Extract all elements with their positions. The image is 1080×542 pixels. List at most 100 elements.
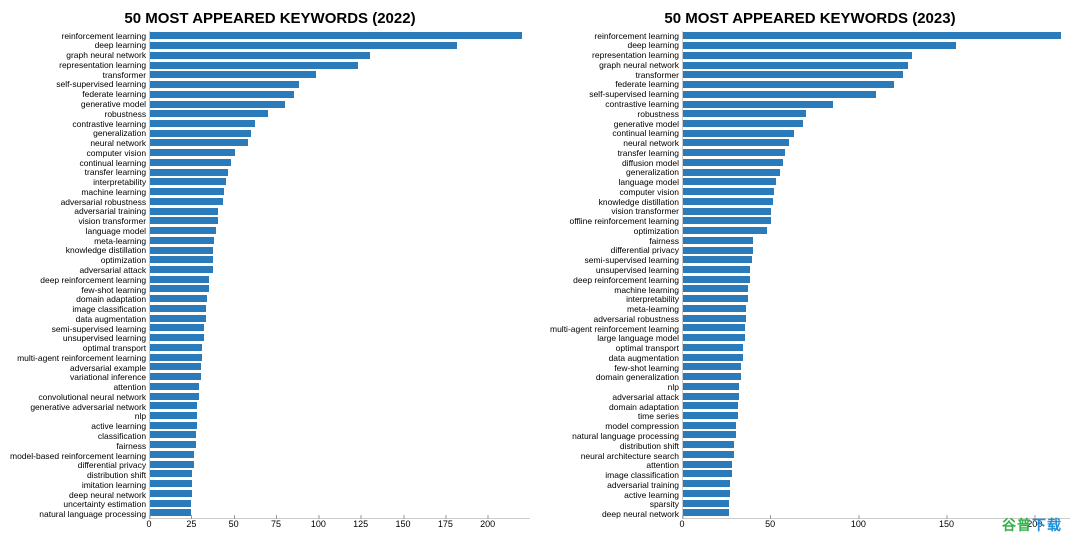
bar	[683, 91, 877, 98]
y-label: self-supervised learning	[550, 90, 679, 100]
y-label: computer vision	[550, 187, 679, 197]
bar-row	[150, 109, 530, 119]
y-label: data augmentation	[550, 353, 679, 363]
bar	[683, 295, 748, 302]
bar	[150, 110, 268, 117]
y-label: deep reinforcement learning	[10, 275, 146, 285]
y-label: uncertainty estimation	[10, 500, 146, 510]
y-label: adversarial robustness	[10, 197, 146, 207]
y-label: generative model	[550, 119, 679, 129]
bar-row	[683, 362, 1070, 372]
bar-row	[150, 99, 530, 109]
y-label: differential privacy	[550, 246, 679, 256]
y-label: graph neural network	[550, 60, 679, 70]
bar	[150, 149, 234, 156]
bar	[683, 130, 794, 137]
bar	[150, 334, 204, 341]
x-axis-2023: 050100150200	[550, 519, 1070, 537]
bar-row	[150, 158, 530, 168]
y-label: vision transformer	[10, 217, 146, 227]
y-label: attention	[550, 461, 679, 471]
y-label: robustness	[10, 109, 146, 119]
bar	[150, 256, 212, 263]
bar-row	[150, 352, 530, 362]
bar-row	[683, 187, 1070, 197]
bar	[683, 431, 736, 438]
watermark: 谷普下载	[1002, 515, 1062, 535]
bar-row	[683, 381, 1070, 391]
bar-row	[683, 226, 1070, 236]
bar	[683, 276, 750, 283]
bar	[683, 159, 783, 166]
y-label: offline reinforcement learning	[550, 217, 679, 227]
bar	[683, 217, 771, 224]
bar-row	[150, 411, 530, 421]
bar	[150, 208, 218, 215]
bar-row	[150, 391, 530, 401]
y-labels-2023: reinforcement learningdeep learningrepre…	[550, 31, 682, 519]
watermark-char: 普	[1017, 517, 1032, 533]
bar	[150, 91, 294, 98]
bar-row	[150, 274, 530, 284]
bar	[150, 363, 201, 370]
bar-row	[150, 401, 530, 411]
bar	[150, 422, 197, 429]
bar-row	[683, 420, 1070, 430]
x-tick: 150	[395, 519, 410, 529]
bar	[150, 402, 197, 409]
y-labels-2022: reinforcement learningdeep learninggraph…	[10, 31, 149, 519]
y-label: large language model	[550, 334, 679, 344]
bar	[683, 402, 738, 409]
y-label: representation learning	[550, 51, 679, 61]
y-label: optimal transport	[550, 344, 679, 354]
bar	[683, 227, 767, 234]
bar-row	[683, 31, 1070, 41]
bar-row	[683, 459, 1070, 469]
bar	[150, 188, 224, 195]
x-tick: 0	[679, 519, 684, 529]
bar-row	[150, 284, 530, 294]
bar-row	[683, 109, 1070, 119]
bar	[683, 315, 746, 322]
bar-row	[150, 450, 530, 460]
y-label: reinforcement learning	[10, 31, 146, 41]
bar	[683, 451, 734, 458]
bar-row	[150, 216, 530, 226]
y-label: contrastive learning	[10, 119, 146, 129]
bar	[683, 363, 741, 370]
y-label: language model	[10, 226, 146, 236]
y-label: knowledge distillation	[10, 246, 146, 256]
bar-row	[150, 245, 530, 255]
y-label: imitation learning	[10, 480, 146, 490]
bar-row	[150, 372, 530, 382]
bar	[150, 62, 358, 69]
bar	[683, 188, 774, 195]
bar	[683, 373, 741, 380]
bar	[150, 227, 216, 234]
bar-row	[683, 167, 1070, 177]
bar	[683, 334, 745, 341]
bar	[683, 169, 780, 176]
bar-row	[150, 294, 530, 304]
y-label: distribution shift	[10, 470, 146, 480]
bar-row	[683, 489, 1070, 499]
x-tick: 75	[271, 519, 281, 529]
bar-row	[150, 148, 530, 158]
bar-row	[683, 294, 1070, 304]
bar	[683, 490, 730, 497]
bar	[683, 101, 833, 108]
bar-row	[150, 323, 530, 333]
bar	[683, 178, 776, 185]
bar-row	[150, 255, 530, 265]
bar	[150, 217, 218, 224]
x-tick: 125	[353, 519, 368, 529]
bar-row	[683, 372, 1070, 382]
bar	[150, 52, 370, 59]
bar-row	[683, 177, 1070, 187]
bar	[683, 285, 748, 292]
y-label: attention	[10, 383, 146, 393]
y-label: deep learning	[550, 41, 679, 51]
bar-row	[150, 498, 530, 508]
x-spacer-2023	[550, 519, 682, 537]
x-tick: 150	[939, 519, 954, 529]
